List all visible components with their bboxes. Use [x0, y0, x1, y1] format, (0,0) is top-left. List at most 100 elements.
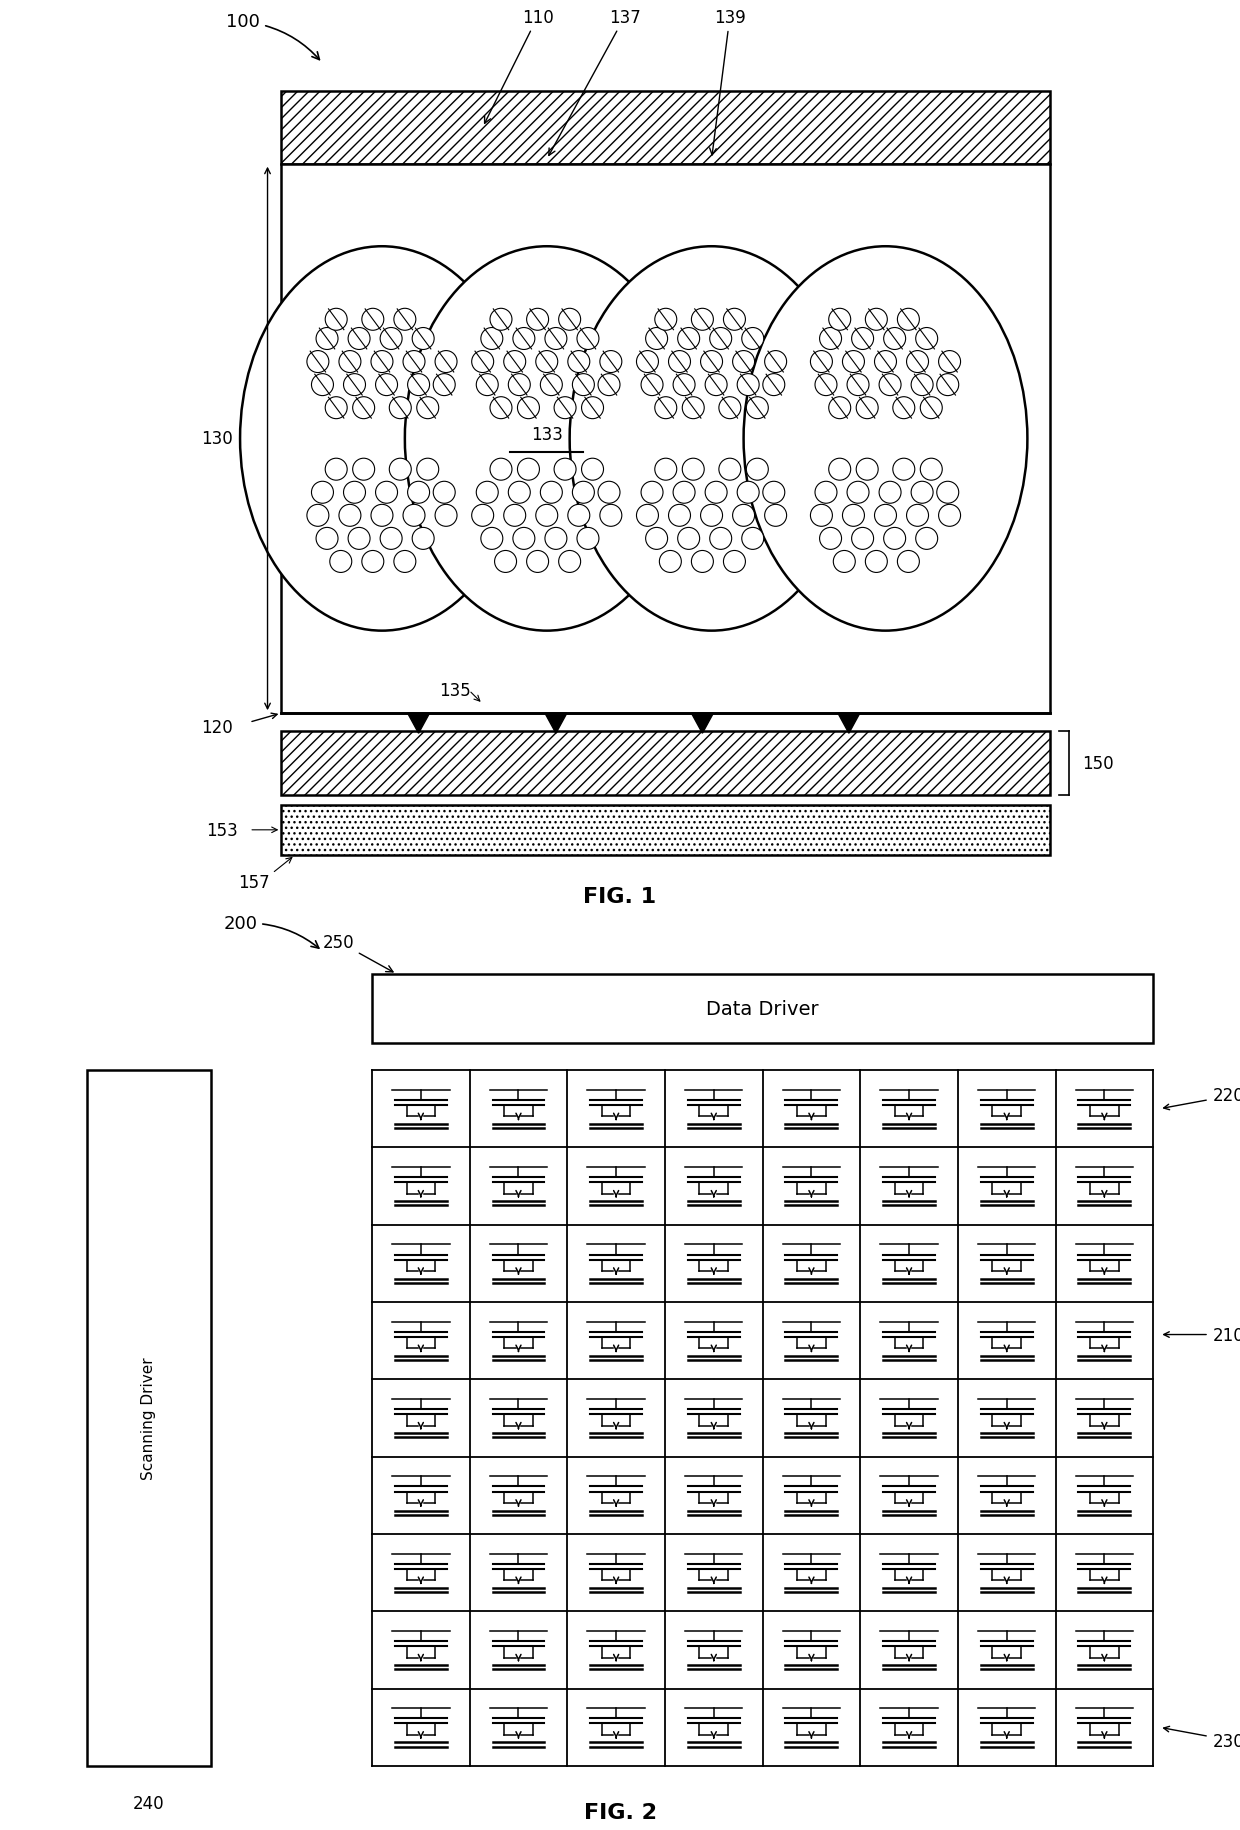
- Circle shape: [352, 397, 374, 419]
- Circle shape: [339, 351, 361, 373]
- Circle shape: [362, 551, 384, 573]
- Circle shape: [723, 309, 745, 331]
- Circle shape: [815, 375, 837, 397]
- Circle shape: [701, 351, 723, 373]
- Circle shape: [389, 397, 412, 419]
- Text: 133: 133: [531, 426, 563, 443]
- Text: FIG. 2: FIG. 2: [584, 1803, 656, 1821]
- Text: 135: 135: [439, 683, 471, 699]
- Circle shape: [668, 505, 691, 527]
- Circle shape: [763, 375, 785, 397]
- Circle shape: [311, 375, 334, 397]
- Circle shape: [408, 375, 429, 397]
- Circle shape: [559, 551, 580, 573]
- Text: 240: 240: [133, 1793, 165, 1812]
- Polygon shape: [281, 165, 1050, 714]
- Circle shape: [852, 529, 874, 551]
- Circle shape: [352, 459, 374, 481]
- Circle shape: [503, 505, 526, 527]
- Circle shape: [898, 551, 919, 573]
- Circle shape: [655, 459, 677, 481]
- Circle shape: [906, 351, 929, 373]
- Circle shape: [568, 505, 590, 527]
- Text: 120: 120: [201, 719, 233, 736]
- Circle shape: [673, 375, 696, 397]
- Circle shape: [554, 459, 577, 481]
- Circle shape: [381, 529, 402, 551]
- Circle shape: [866, 551, 888, 573]
- Circle shape: [316, 529, 339, 551]
- Circle shape: [325, 309, 347, 331]
- Circle shape: [389, 459, 412, 481]
- Circle shape: [600, 505, 621, 527]
- Circle shape: [408, 481, 429, 503]
- Circle shape: [936, 375, 959, 397]
- Circle shape: [508, 375, 531, 397]
- Text: 110: 110: [485, 9, 553, 124]
- Circle shape: [682, 459, 704, 481]
- Ellipse shape: [744, 247, 1028, 631]
- Text: 230: 230: [1213, 1731, 1240, 1749]
- Circle shape: [884, 529, 905, 551]
- Circle shape: [815, 481, 837, 503]
- Text: 153: 153: [206, 822, 238, 840]
- Circle shape: [573, 375, 594, 397]
- Circle shape: [709, 529, 732, 551]
- Polygon shape: [544, 714, 567, 734]
- Circle shape: [833, 551, 856, 573]
- Circle shape: [403, 351, 425, 373]
- Circle shape: [893, 459, 915, 481]
- Bar: [87, 1071, 211, 1766]
- Circle shape: [660, 551, 681, 573]
- Circle shape: [600, 351, 621, 373]
- Text: Data Driver: Data Driver: [707, 999, 818, 1017]
- Circle shape: [678, 529, 699, 551]
- Polygon shape: [408, 714, 429, 734]
- Circle shape: [394, 551, 415, 573]
- Circle shape: [719, 459, 740, 481]
- Circle shape: [879, 481, 901, 503]
- Circle shape: [412, 529, 434, 551]
- Circle shape: [311, 481, 334, 503]
- Circle shape: [701, 505, 723, 527]
- Circle shape: [763, 481, 785, 503]
- Circle shape: [417, 459, 439, 481]
- Circle shape: [306, 505, 329, 527]
- Circle shape: [513, 328, 534, 350]
- Circle shape: [527, 309, 548, 331]
- Circle shape: [811, 351, 832, 373]
- Circle shape: [842, 351, 864, 373]
- Circle shape: [348, 529, 370, 551]
- Text: 200: 200: [223, 915, 319, 948]
- Circle shape: [348, 328, 370, 350]
- Circle shape: [692, 309, 713, 331]
- Circle shape: [490, 459, 512, 481]
- Circle shape: [678, 328, 699, 350]
- Circle shape: [847, 481, 869, 503]
- Circle shape: [709, 328, 732, 350]
- Circle shape: [682, 397, 704, 419]
- Circle shape: [920, 397, 942, 419]
- Bar: [372, 974, 1153, 1043]
- Circle shape: [879, 375, 901, 397]
- Circle shape: [544, 529, 567, 551]
- Circle shape: [692, 551, 713, 573]
- Circle shape: [884, 328, 905, 350]
- Circle shape: [577, 529, 599, 551]
- Circle shape: [598, 481, 620, 503]
- Circle shape: [481, 529, 502, 551]
- Circle shape: [339, 505, 361, 527]
- Circle shape: [939, 351, 961, 373]
- Circle shape: [544, 328, 567, 350]
- Circle shape: [738, 375, 759, 397]
- Circle shape: [481, 328, 502, 350]
- Circle shape: [646, 328, 667, 350]
- Text: 150: 150: [1083, 756, 1114, 772]
- Circle shape: [412, 328, 434, 350]
- Circle shape: [742, 529, 764, 551]
- Polygon shape: [692, 714, 713, 734]
- Circle shape: [906, 505, 929, 527]
- Circle shape: [503, 351, 526, 373]
- Circle shape: [936, 481, 959, 503]
- Circle shape: [911, 481, 934, 503]
